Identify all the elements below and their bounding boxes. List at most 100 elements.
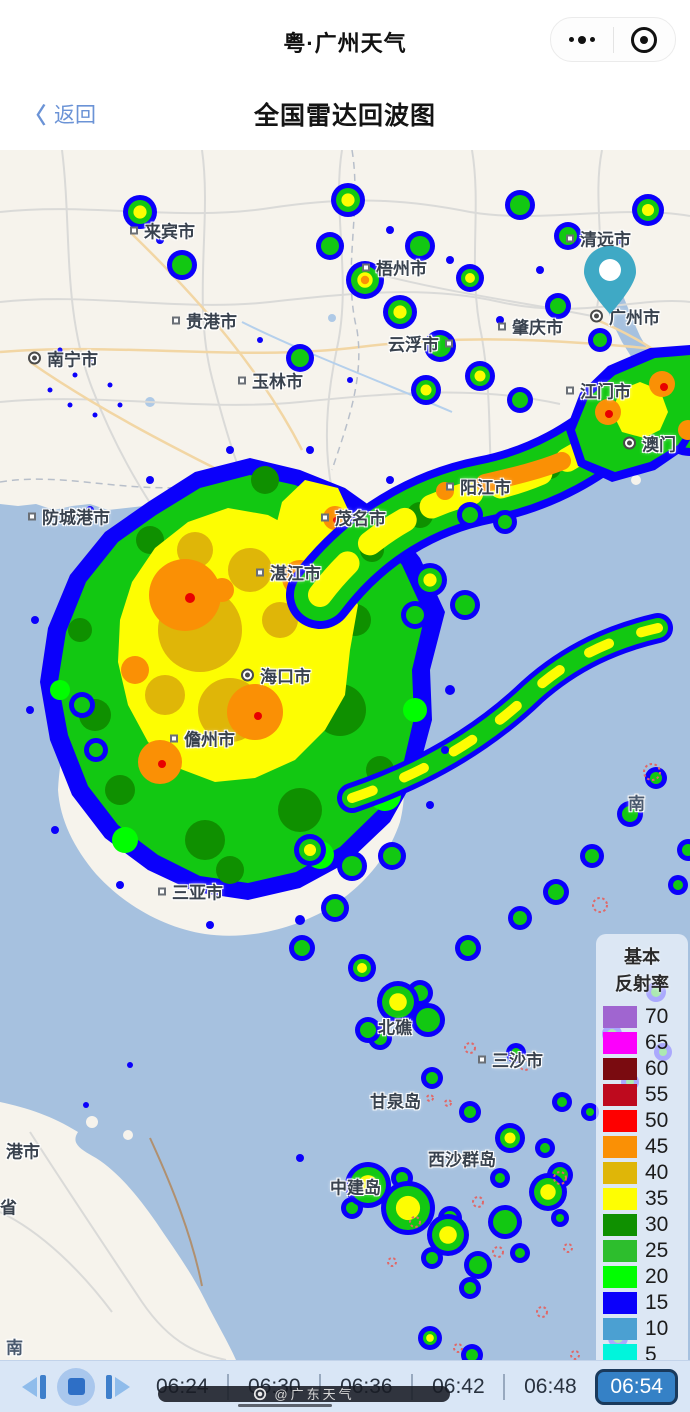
legend-value: 60 [645,1057,669,1080]
legend-row: 40 [596,1160,688,1186]
map-label: 肇庆市 [498,314,563,339]
city-marker-square [566,234,574,242]
miniprogram-capsule [550,17,676,62]
app-header: 粤·广州天气 [0,0,690,80]
legend-swatch [603,1292,637,1314]
legend-row: 5 [596,1342,688,1360]
map-label: 南宁市 [28,346,98,371]
weibo-icon [254,1387,267,1401]
map-label: 儋州市 [170,726,235,751]
city-marker-circle [590,309,603,323]
city-marker-circle [28,351,41,365]
city-marker-circle [241,668,254,682]
map-label: 甘泉岛 [370,1092,421,1112]
legend-row: 55 [596,1082,688,1108]
radar-map-image [0,150,690,1360]
city-marker-square [446,482,454,490]
legend-row: 65 [596,1030,688,1056]
city-marker-square [362,263,370,271]
legend-swatch [603,1318,637,1340]
reflectivity-legend: 基本 反射率 70 65 60 55 50 45 40 35 30 25 20 15 10 5 [596,934,688,1360]
legend-value: 10 [645,1317,669,1340]
legend-value: 30 [645,1213,669,1236]
city-marker-square [170,734,178,742]
radar-map[interactable]: 基本 反射率 70 65 60 55 50 45 40 35 30 25 20 15 10 5 来宾市 清远… [0,150,690,1360]
map-label: 贵港市 [172,308,237,333]
legend-swatch [603,1136,637,1158]
target-circle-icon [631,26,658,53]
city-marker-square [566,386,574,394]
map-label: 北礁 [378,1018,412,1038]
map-label: 来宾市 [130,218,195,243]
legend-value: 20 [645,1265,669,1288]
legend-row: 60 [596,1056,688,1082]
legend-value: 25 [645,1239,669,1262]
next-frame-button[interactable] [106,1374,130,1399]
legend-value: 50 [645,1109,669,1132]
map-label: 西沙群岛 [428,1150,496,1170]
map-label: 云浮市 [388,331,453,356]
legend-swatch [603,1266,637,1288]
legend-row: 70 [596,1004,688,1030]
legend-swatch [603,1162,637,1184]
capsule-divider [612,26,614,53]
back-label: 返回 [54,104,97,127]
chevron-left-icon: 〈 [24,103,47,128]
more-icon [568,35,595,44]
legend-swatch [603,1344,637,1360]
nav-bar: 〈 返回 全国雷达回波图 [0,80,690,150]
legend-swatch [603,1006,637,1028]
close-minimize-button[interactable] [614,18,676,61]
city-marker-square [158,887,166,895]
city-marker-square [498,322,506,330]
time-option[interactable]: 06:48 [524,1374,577,1398]
map-label: 梧州市 [362,255,427,280]
legend-row: 35 [596,1186,688,1212]
map-label: 海口市 [241,663,311,688]
legend-value: 15 [645,1291,669,1314]
legend-value: 70 [645,1005,669,1028]
city-marker-square [130,226,138,234]
legend-value: 40 [645,1161,669,1184]
city-marker-square [172,316,180,324]
legend-value: 45 [645,1135,669,1158]
map-label: 湛江市 [256,560,321,585]
prev-frame-button[interactable] [22,1374,46,1399]
map-label: 南 [6,1338,23,1358]
legend-row: 20 [596,1264,688,1290]
city-marker-square [445,339,453,347]
city-marker-square [28,512,36,520]
legend-swatch [603,1214,637,1236]
map-label: 澳门 [623,431,676,456]
map-label: 茂名市 [321,505,386,530]
prev-frame-icon [22,1376,37,1397]
legend-title-line2: 反射率 [615,974,669,994]
stop-button[interactable] [57,1367,95,1406]
legend-value: 35 [645,1187,669,1210]
time-option-selected[interactable]: 06:54 [595,1368,678,1405]
map-label: 江门市 [566,378,631,403]
back-button[interactable]: 〈 返回 [24,98,96,130]
legend-swatch [603,1032,637,1054]
playback-controls [0,1367,152,1406]
map-label: 中建岛 [330,1178,381,1198]
map-label: 港市 [6,1142,40,1162]
map-label: 玉林市 [238,368,303,393]
legend-row: 30 [596,1212,688,1238]
stop-icon [67,1378,85,1395]
legend-row: 10 [596,1316,688,1342]
city-marker-circle [623,436,636,450]
city-marker-square [321,513,329,521]
more-button[interactable] [551,18,613,61]
watermark: @广东天气 [158,1386,450,1402]
map-label: 清远市 [566,226,631,251]
location-pin [584,246,636,316]
app-title: 粤·广州天气 [283,31,407,56]
legend-row: 50 [596,1108,688,1134]
legend-value: 65 [645,1031,669,1054]
legend-row: 45 [596,1134,688,1160]
map-label: 南 [628,794,645,814]
city-marker-square [238,376,246,384]
